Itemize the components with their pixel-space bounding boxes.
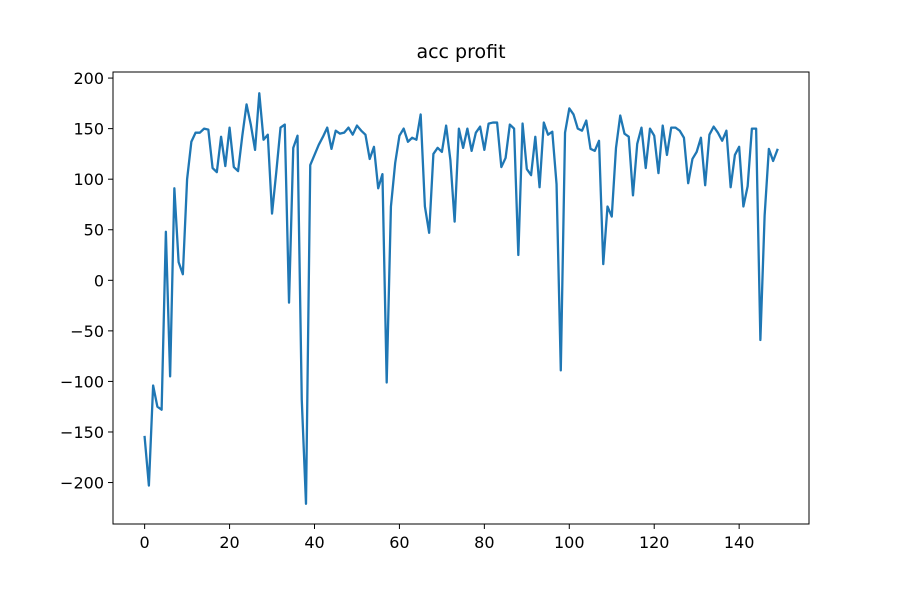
series-line-0 [143,92,779,505]
y-tick-label: 150 [73,120,104,139]
x-tick-label: 100 [554,533,585,552]
y-tick-label: −100 [60,372,104,391]
x-tick-label: 140 [724,533,755,552]
y-tick-label: −150 [60,423,104,442]
x-tick-label: 40 [304,533,324,552]
x-tick-label: 60 [389,533,409,552]
x-tick-label: 80 [474,533,494,552]
y-tick-label: 50 [84,221,104,240]
y-axis-ticks: 200 150 100 50 0 −50 −100 −150 −200 [60,69,113,493]
y-tick-label: 0 [94,271,104,290]
x-axis-ticks: 0 20 40 60 80 100 120 140 [140,524,755,552]
x-tick-label: 120 [639,533,670,552]
plot-frame [112,71,810,525]
x-tick-label: 0 [140,533,150,552]
y-tick-label: −200 [60,474,104,493]
y-tick-label: 200 [73,69,104,88]
y-tick-label: 100 [73,170,104,189]
x-tick-label: 20 [219,533,239,552]
series-layer [143,92,779,505]
y-tick-label: −50 [70,322,104,341]
chart-title: acc profit [416,41,505,63]
